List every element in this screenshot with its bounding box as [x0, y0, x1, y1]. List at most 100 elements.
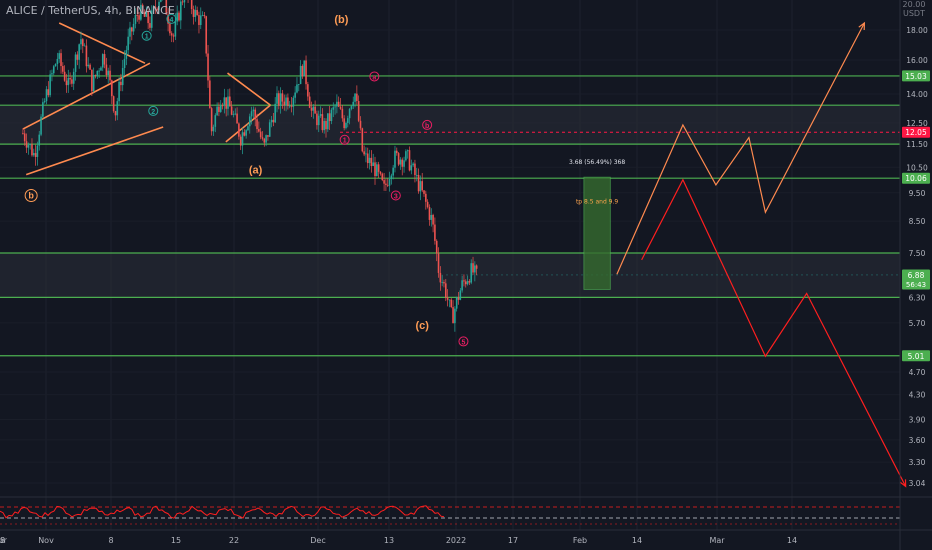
candle-body-22: [62, 66, 64, 72]
candle-body-124: [247, 126, 249, 131]
candle-body-135: [267, 135, 269, 137]
candle-body-103: [209, 80, 211, 109]
candle-body-94: [192, 9, 195, 17]
candle-body-182: [352, 101, 355, 107]
candle-body-236: [450, 299, 453, 308]
candle-body-110: [221, 105, 224, 107]
candle-body-105: [212, 126, 215, 132]
candle-body-61: [132, 23, 135, 32]
x-tick-label-7: 17: [508, 536, 518, 545]
candle-body-211: [405, 151, 407, 161]
y-tick-label-5: 10.50: [906, 163, 928, 172]
candle-body-139: [274, 103, 276, 123]
candle-body-65: [140, 4, 142, 20]
y-tick-label-7: 8.50: [909, 217, 926, 226]
candle-body-228: [435, 240, 438, 254]
x-tick-label-1: 8: [108, 536, 113, 545]
candle-body-109: [219, 105, 222, 112]
candle-body-146: [287, 97, 289, 107]
candle-body-75: [158, 1, 160, 10]
candle-body-29: [74, 54, 77, 72]
candle-body-181: [350, 106, 353, 109]
y-tick-label-4: 11.50: [906, 140, 928, 149]
wave-label-5: 2: [151, 109, 155, 116]
candle-body-1: [23, 133, 26, 142]
candle-body-68: [145, 11, 148, 17]
y-tick-label-16: 3.04: [909, 479, 926, 488]
wave-label-9: 1: [343, 138, 347, 145]
candle-body-159: [310, 107, 313, 111]
candle-body-184: [356, 93, 358, 102]
candle-body-172: [334, 106, 336, 108]
candle-body-244: [464, 281, 467, 285]
candle-body-88: [181, 1, 184, 3]
candle-body-129: [256, 119, 258, 130]
candle-body-191: [368, 157, 371, 164]
candle-body-52: [116, 101, 119, 116]
y-tick-label-14: 3.60: [909, 436, 926, 445]
candle-body-160: [312, 106, 315, 111]
candle-body-168: [327, 113, 329, 130]
candle-body-73: [154, 6, 157, 9]
y-tick-label-0: 18.00: [906, 26, 928, 35]
candle-body-247: [470, 263, 473, 283]
candle-body-248: [472, 263, 474, 273]
y-tick-label-1: 16.00: [906, 56, 928, 65]
candle-body-19: [56, 58, 59, 64]
trend-line-2: [25, 126, 164, 176]
wave-label-circle-11: [458, 336, 469, 347]
candle-body-12: [43, 101, 46, 103]
candle-body-223: [426, 201, 429, 208]
candle-body-48: [109, 70, 111, 81]
tp-box: [583, 176, 611, 290]
candle-body-74: [156, 8, 159, 10]
red-projection-path: [641, 178, 907, 487]
candle-body-143: [281, 93, 284, 102]
x-tick-label-10: Mar: [709, 536, 725, 545]
candle-body-162: [316, 113, 318, 126]
candle-body-81: [169, 23, 171, 34]
candle-body-152: [297, 84, 300, 85]
candle-body-106: [214, 115, 217, 127]
candle-body-82: [170, 33, 173, 36]
candle-body-185: [357, 101, 360, 121]
candle-body-64: [138, 15, 140, 20]
candle-body-116: [232, 113, 235, 115]
candle-body-17: [52, 66, 55, 74]
candle-body-114: [229, 96, 231, 107]
price-tag-bg-0: [902, 70, 930, 82]
wave-label-7: a: [372, 74, 376, 81]
price-tag-0: 15.03: [905, 72, 927, 81]
candle-body-127: [252, 109, 255, 112]
candle-body-188: [363, 151, 365, 155]
candle-body-21: [60, 53, 62, 67]
candle-body-176: [341, 108, 344, 119]
candle-body-144: [283, 101, 286, 106]
candle-body-57: [125, 50, 128, 59]
candle-body-246: [468, 281, 471, 283]
candle-body-69: [147, 11, 149, 24]
candle-body-85: [176, 12, 178, 22]
candle-body-245: [466, 281, 469, 285]
candle-body-66: [141, 4, 144, 13]
candle-body-170: [330, 109, 333, 122]
candle-body-216: [414, 163, 416, 176]
candle-body-193: [372, 162, 374, 167]
candle-body-239: [455, 297, 458, 309]
candle-body-51: [114, 111, 117, 116]
candle-body-206: [395, 150, 398, 154]
candle-body-164: [319, 114, 322, 116]
candle-body-13: [45, 89, 48, 102]
candle-body-238: [454, 308, 456, 324]
bar-countdown: 56:43: [906, 281, 926, 289]
candle-body-243: [463, 280, 465, 282]
candle-body-34: [83, 45, 86, 47]
candle-body-161: [314, 106, 316, 114]
candle-body-36: [87, 64, 90, 67]
candle-body-80: [167, 14, 169, 24]
candle-body-42: [98, 70, 100, 72]
candle-body-187: [361, 128, 364, 152]
candle-body-119: [238, 123, 240, 137]
candle-body-95: [194, 10, 197, 17]
